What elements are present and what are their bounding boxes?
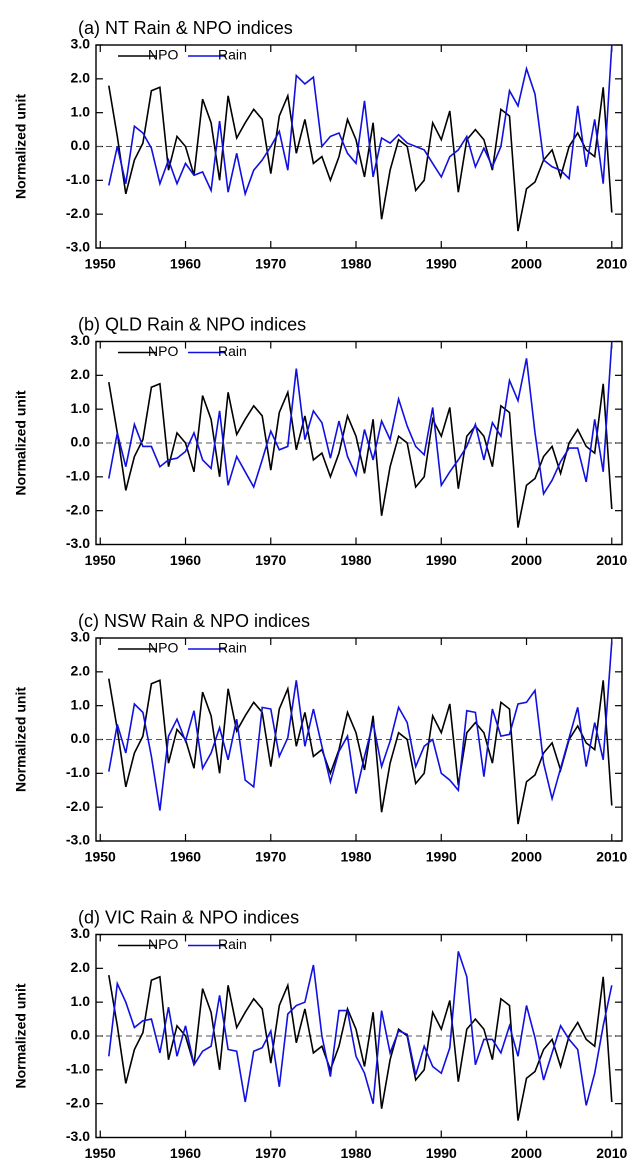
chart-title: (a) NT Rain & NPO indices [78, 18, 293, 38]
x-tick-label: 1990 [426, 1145, 457, 1161]
y-tick-label: 3.0 [71, 36, 91, 52]
plot-frame [95, 340, 623, 546]
y-tick-label: 2.0 [71, 70, 91, 86]
x-tick-label: 1960 [170, 256, 201, 272]
y-tick-label: -1.0 [66, 468, 90, 484]
x-tick-label: 1970 [255, 849, 286, 865]
x-tick-label: 1980 [340, 849, 371, 865]
data-line [108, 341, 613, 497]
legend-label: NPO [148, 343, 178, 359]
y-tick-label: 3.0 [71, 332, 91, 348]
x-tick-label: 1950 [85, 552, 116, 568]
y-tick-label: -1.0 [66, 764, 90, 780]
legend-label: Rain [218, 936, 247, 952]
plot-frame [95, 637, 623, 842]
x-tick-label: 1950 [85, 256, 116, 272]
x-tick-label: 1980 [340, 1145, 371, 1161]
x-tick-label: 1990 [426, 849, 457, 865]
y-tick-label: -3.0 [66, 832, 90, 848]
chart-title: (c) NSW Rain & NPO indices [78, 611, 310, 631]
x-tick-label: 1970 [255, 256, 286, 272]
data-line [108, 951, 613, 1106]
y-tick-label: -1.0 [66, 1061, 90, 1077]
x-tick-label: 1960 [170, 552, 201, 568]
x-tick-label: 1970 [255, 1145, 286, 1161]
plot-frame [95, 933, 623, 1139]
data-line [108, 85, 613, 232]
y-axis-label: Normalized unit [13, 390, 29, 495]
y-tick-label: 2.0 [71, 366, 91, 382]
y-tick-label: -2.0 [66, 798, 90, 814]
x-tick-label: 1960 [170, 1145, 201, 1161]
y-axis-label: Normalized unit [13, 687, 29, 792]
y-tick-label: 1.0 [71, 400, 91, 416]
x-tick-label: 2010 [596, 552, 627, 568]
y-axis-label: Normalized unit [13, 983, 29, 1088]
chart-title: (d) VIC Rain & NPO indices [78, 907, 299, 927]
y-tick-label: -2.0 [66, 501, 90, 517]
x-tick-label: 2000 [511, 552, 542, 568]
y-tick-label: -3.0 [66, 239, 90, 255]
y-tick-label: 1.0 [71, 103, 91, 119]
y-tick-label: -2.0 [66, 205, 90, 221]
y-tick-label: -2.0 [66, 1094, 90, 1110]
y-tick-label: -3.0 [66, 535, 90, 551]
x-tick-label: 2000 [511, 1145, 542, 1161]
x-tick-label: 1950 [85, 849, 116, 865]
plot-frame [95, 44, 623, 249]
y-tick-label: 3.0 [71, 925, 91, 941]
y-tick-label: 1.0 [71, 696, 91, 712]
legend-label: Rain [218, 47, 247, 63]
y-tick-label: 0.0 [71, 434, 91, 450]
x-tick-label: 1980 [340, 552, 371, 568]
x-tick-label: 1980 [340, 256, 371, 272]
legend-label: NPO [148, 47, 178, 63]
y-tick-label: 0.0 [71, 137, 91, 153]
x-tick-label: 1990 [426, 552, 457, 568]
y-tick-label: 2.0 [71, 663, 91, 679]
data-line [108, 678, 613, 825]
y-tick-label: 2.0 [71, 959, 91, 975]
x-tick-label: 2010 [596, 256, 627, 272]
x-tick-label: 1990 [426, 256, 457, 272]
y-tick-label: 3.0 [71, 629, 91, 645]
y-tick-label: 0.0 [71, 1027, 91, 1043]
legend-label: NPO [148, 936, 178, 952]
x-tick-label: 1970 [255, 552, 286, 568]
x-tick-label: 1950 [85, 1145, 116, 1161]
x-tick-label: 2010 [596, 849, 627, 865]
x-tick-label: 2000 [511, 849, 542, 865]
y-axis-label: Normalized unit [13, 94, 29, 199]
y-tick-label: -1.0 [66, 171, 90, 187]
data-line [108, 44, 613, 197]
y-tick-label: 0.0 [71, 730, 91, 746]
chart-title: (b) QLD Rain & NPO indices [78, 314, 306, 334]
x-tick-label: 1960 [170, 849, 201, 865]
legend-label: NPO [148, 640, 178, 656]
y-tick-label: -3.0 [66, 1128, 90, 1144]
x-tick-label: 2010 [596, 1145, 627, 1161]
legend-label: Rain [218, 640, 247, 656]
y-tick-label: 1.0 [71, 993, 91, 1009]
legend-label: Rain [218, 343, 247, 359]
x-tick-label: 2000 [511, 256, 542, 272]
data-line [108, 641, 613, 811]
